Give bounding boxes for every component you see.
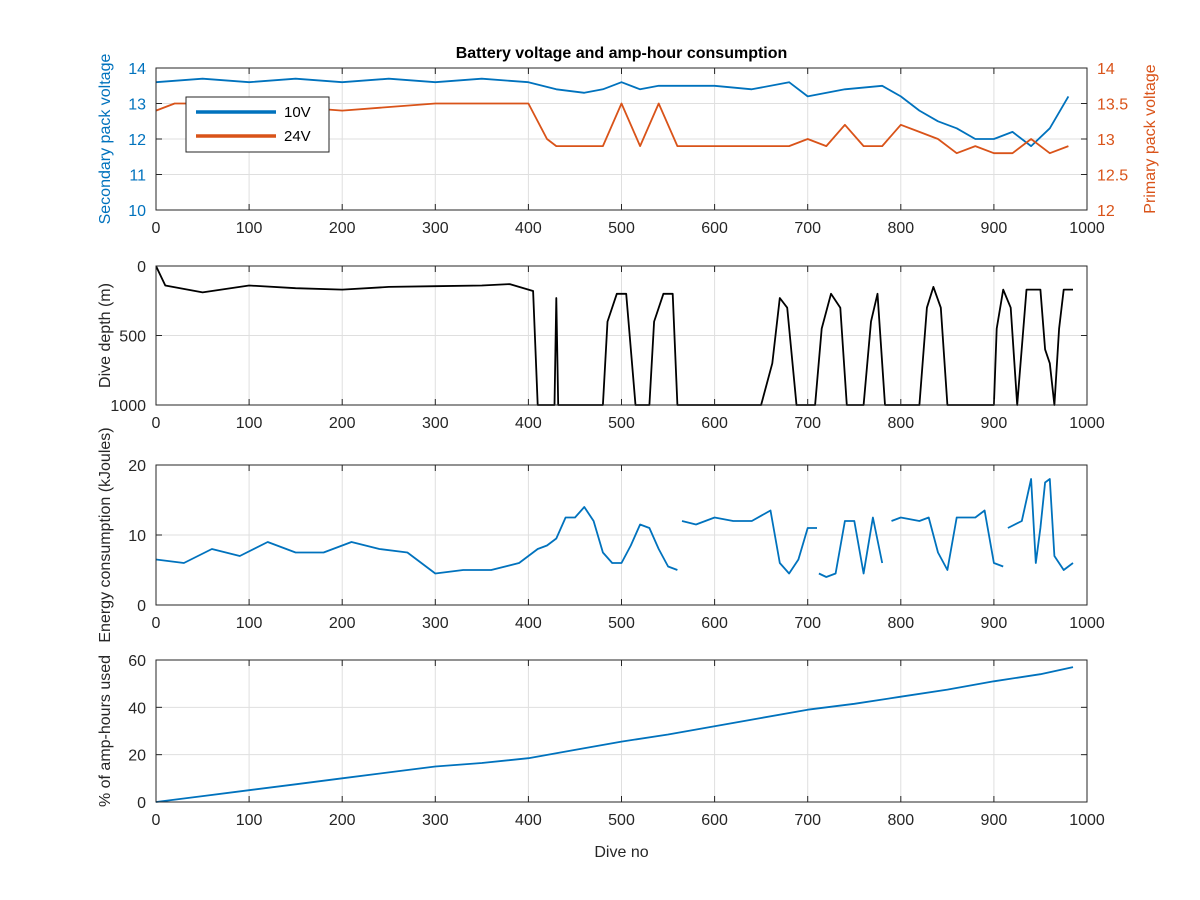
x-tick-label: 700 [794, 220, 821, 237]
y-tick-label: 40 [128, 700, 146, 717]
amp-hours-panel: 0 100 200 300 400 500 600 700 800 900 1000 0 20 40 60%… [97, 653, 1105, 861]
x-tick-label: 700 [794, 812, 821, 829]
x-tick-label: 900 [981, 415, 1008, 432]
y2-tick-label: 14 [1097, 61, 1115, 78]
series-line [156, 478, 1074, 578]
series-group [156, 77, 1070, 155]
x-tick-label: 100 [236, 220, 263, 237]
series-line-24v [156, 102, 1069, 155]
x-tick-label: 100 [236, 415, 263, 432]
x-tick-label: 600 [701, 812, 728, 829]
x-tick-label: 0 [152, 812, 161, 829]
x-tick-label: 1000 [1069, 812, 1105, 829]
y-tick-label: 0 [137, 598, 146, 615]
x-tick-label: 400 [515, 415, 542, 432]
dive-depth-panel: 0 100 200 300 400 500 600 700 800 900 1000 0 500 1000… [97, 259, 1105, 432]
x-tick-label: 800 [887, 415, 914, 432]
y-tick-label: 500 [119, 329, 146, 346]
x-tick-label: 600 [701, 220, 728, 237]
x-tick-label: 600 [701, 415, 728, 432]
x-tick-label: 800 [887, 812, 914, 829]
series-group [156, 478, 1074, 578]
y-axis-label: % of amp-hours used [97, 655, 114, 807]
series-group [156, 265, 1073, 406]
x-tick-label: 100 [236, 812, 263, 829]
x-tick-label: 700 [794, 415, 821, 432]
y-tick-label: 20 [128, 458, 146, 475]
x-tick-label: 500 [608, 415, 635, 432]
x-tick-label: 300 [422, 415, 449, 432]
y2-axis-label: Primary pack voltage [1142, 64, 1159, 213]
legend-box [185, 96, 330, 153]
y2-tick-label: 12.5 [1097, 168, 1128, 185]
series-group [156, 666, 1074, 803]
x-tick-label: 500 [608, 220, 635, 237]
y-axis-label: Dive depth (m) [97, 283, 114, 388]
x-tick-label: 1000 [1069, 415, 1105, 432]
x-tick-label: 0 [152, 615, 161, 632]
x-tick-label: 900 [981, 220, 1008, 237]
x-tick-label: 600 [701, 615, 728, 632]
x-tick-label: 200 [329, 415, 356, 432]
y-tick-label: 60 [128, 653, 146, 670]
x-tick-label: 400 [515, 812, 542, 829]
y-axis-label: Secondary pack voltage [97, 54, 114, 225]
x-tick-label: 900 [981, 615, 1008, 632]
voltage-panel: 0 100 200 300 400 500 600 700 800 900 1000 10 11 12 13… [97, 45, 1159, 237]
y2-tick-label: 12 [1097, 203, 1115, 220]
x-tick-label: 400 [515, 220, 542, 237]
y-tick-label: 10 [128, 528, 146, 545]
y2-tick-label: 13.5 [1097, 97, 1128, 114]
x-tick-label: 900 [981, 812, 1008, 829]
x-tick-label: 800 [887, 220, 914, 237]
x-axis-label: Dive no [594, 844, 648, 861]
series-line-10v [156, 77, 1070, 147]
x-tick-label: 0 [152, 415, 161, 432]
x-tick-label: 300 [422, 615, 449, 632]
energy-panel: 0 100 200 300 400 500 600 700 800 900 1000 0 10 20 Ene… [97, 427, 1105, 642]
x-tick-label: 300 [422, 812, 449, 829]
y-tick-label: 10 [128, 203, 146, 220]
x-tick-label: 100 [236, 615, 263, 632]
x-tick-label: 500 [608, 615, 635, 632]
y-tick-label: 0 [137, 259, 146, 276]
y-tick-label: 1000 [110, 398, 146, 415]
x-tick-label: 200 [329, 615, 356, 632]
x-tick-label: 200 [329, 812, 356, 829]
legend-label: 24V [284, 128, 311, 145]
x-tick-label: 1000 [1069, 615, 1105, 632]
series-line [156, 666, 1074, 803]
y-tick-label: 13 [128, 97, 146, 114]
x-tick-label: 200 [329, 220, 356, 237]
y-tick-label: 0 [137, 795, 146, 812]
y-tick-label: 11 [129, 168, 146, 185]
x-tick-label: 700 [794, 615, 821, 632]
x-tick-label: 400 [515, 615, 542, 632]
y-axis-label: Energy consumption (kJoules) [97, 427, 114, 642]
series-line [156, 265, 1073, 406]
y-tick-label: 12 [128, 132, 146, 149]
x-tick-label: 300 [422, 220, 449, 237]
y2-tick-label: 13 [1097, 132, 1115, 149]
x-tick-label: 0 [152, 220, 161, 237]
legend-label: 10V [284, 104, 311, 121]
y-tick-label: 14 [128, 61, 146, 78]
x-tick-label: 1000 [1069, 220, 1105, 237]
chart-title: Battery voltage and amp-hour consumption [456, 45, 788, 62]
x-tick-label: 500 [608, 812, 635, 829]
x-tick-label: 800 [887, 615, 914, 632]
y-tick-label: 20 [128, 748, 146, 765]
